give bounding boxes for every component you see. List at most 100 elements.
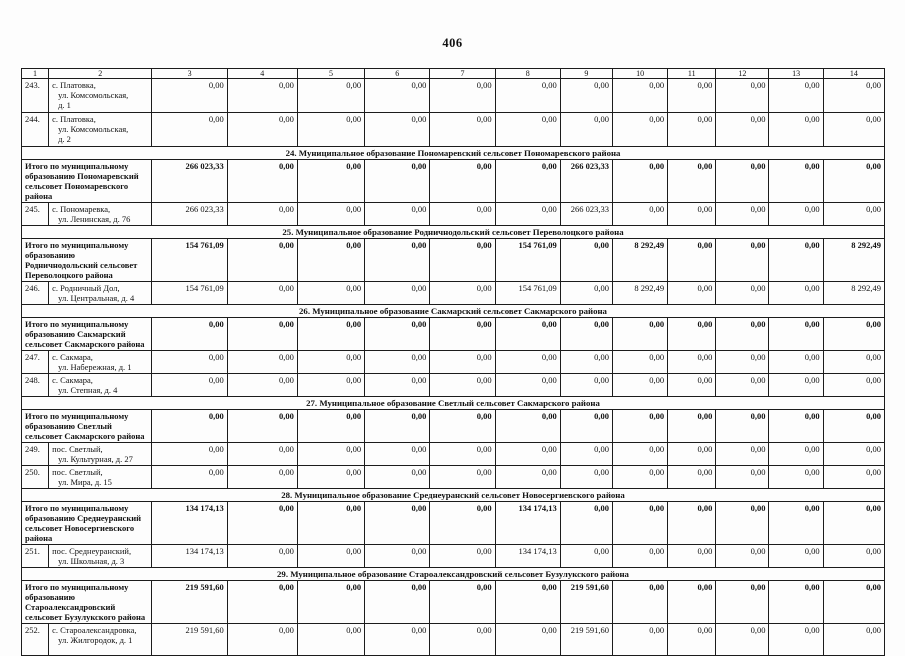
value-cell: 0,00 (429, 317, 496, 351)
table-row: 246. с. Родничный Дол, ул. Центральная, д… (20, 281, 886, 305)
column-header-cell: 9 (559, 68, 613, 79)
value-cell: 0,00 (364, 281, 431, 305)
section-header-row: 25. Муниципальное образование Родничнодо… (21, 225, 885, 239)
column-header-cell: 4 (226, 68, 298, 79)
value-cell: 0,00 (611, 112, 669, 147)
value-cell: 0,00 (151, 409, 228, 443)
value-cell: 0,00 (494, 350, 561, 374)
value-cell: 0,00 (226, 544, 298, 568)
value-cell: 0,00 (611, 202, 669, 226)
table-row: 249. пос. Светлый, ул. Культурная, д. 27 0… (20, 442, 886, 466)
value-cell: 0,00 (226, 112, 298, 147)
column-header-row: 1 2 3 4 5 6 7 8 9 10 11 12 13 14 (20, 68, 886, 79)
table-row: 245. с. Пономаревка, ул. Ленинская, д. 76… (20, 202, 886, 226)
column-header-cell: 13 (768, 68, 824, 79)
value-cell: 0,00 (364, 78, 431, 113)
section-header-row: 27. Муниципальное образование Светлый се… (21, 396, 885, 410)
value-cell: 0,00 (768, 465, 824, 489)
value-cell: 0,00 (494, 112, 561, 147)
total-label: Итого по муниципальному образованию Свет… (20, 409, 153, 443)
value-cell: 0,00 (559, 238, 613, 282)
value-cell: 0,00 (559, 112, 613, 147)
column-header-cell: 10 (611, 68, 669, 79)
value-cell: 0,00 (822, 465, 886, 489)
value-cell: 0,00 (559, 544, 613, 568)
page-number: 406 (442, 36, 463, 50)
value-cell: 0,00 (768, 501, 824, 545)
value-cell: 0,00 (768, 317, 824, 351)
value-cell: 0,00 (429, 112, 496, 147)
value-cell: 0,00 (296, 281, 366, 305)
value-cell: 266 023,33 (151, 159, 228, 203)
value-cell: 0,00 (494, 78, 561, 113)
total-row: Итого по муниципальному образованию Поно… (20, 159, 886, 203)
total-label: Итого по муниципальному образованию Поно… (20, 159, 153, 203)
value-cell: 134 174,13 (494, 544, 561, 568)
value-cell: 0,00 (296, 202, 366, 226)
value-cell: 0,00 (667, 317, 717, 351)
column-header-cell: 3 (151, 68, 228, 79)
value-cell: 0,00 (715, 409, 770, 443)
value-cell: 0,00 (296, 238, 366, 282)
value-cell: 0,00 (611, 580, 669, 624)
value-cell: 0,00 (559, 465, 613, 489)
row-number-cell: 246. (20, 281, 50, 305)
value-cell: 0,00 (822, 78, 886, 113)
value-cell: 0,00 (151, 78, 228, 113)
address-cell: пос. Светлый, ул. Культурная, д. 27 (48, 442, 153, 466)
value-cell: 0,00 (768, 442, 824, 466)
value-cell: 0,00 (296, 317, 366, 351)
section-header-row: 29. Муниципальное образование Староалекс… (21, 567, 885, 581)
value-cell: 0,00 (715, 202, 770, 226)
value-cell: 0,00 (715, 544, 770, 568)
value-cell: 0,00 (559, 281, 613, 305)
value-cell: 0,00 (715, 281, 770, 305)
column-header-cell: 7 (429, 68, 496, 79)
value-cell: 0,00 (768, 373, 824, 397)
value-cell: 0,00 (364, 202, 431, 226)
column-header-cell: 5 (296, 68, 366, 79)
address-cell: с. Родничный Дол, ул. Центральная, д. 4 (48, 281, 153, 305)
address-cell: с. Платовка, ул. Комсомольская, д. 1 (48, 78, 153, 113)
value-cell: 0,00 (715, 501, 770, 545)
value-cell: 0,00 (151, 442, 228, 466)
value-cell: 0,00 (611, 317, 669, 351)
value-cell: 0,00 (667, 544, 717, 568)
row-number-cell: 249. (20, 442, 50, 466)
value-cell: 0,00 (667, 112, 717, 147)
value-cell: 0,00 (226, 159, 298, 203)
value-cell: 0,00 (296, 580, 366, 624)
value-cell: 0,00 (715, 442, 770, 466)
row-number-cell: 250. (20, 465, 50, 489)
value-cell: 0,00 (494, 442, 561, 466)
value-cell: 8 292,49 (822, 238, 886, 282)
value-cell: 0,00 (494, 409, 561, 443)
value-cell: 0,00 (364, 159, 431, 203)
value-cell: 0,00 (364, 501, 431, 545)
row-number-cell: 243. (20, 78, 50, 113)
total-row: Итого по муниципальному образованию Сред… (20, 501, 886, 545)
value-cell: 0,00 (296, 442, 366, 466)
table-row: 243. с. Платовка, ул. Комсомольская, д. 1… (20, 78, 886, 113)
value-cell: 0,00 (822, 112, 886, 147)
value-cell: 0,00 (429, 373, 496, 397)
value-cell: 0,00 (768, 281, 824, 305)
value-cell: 0,00 (768, 580, 824, 624)
value-cell: 0,00 (822, 317, 886, 351)
value-cell: 0,00 (822, 373, 886, 397)
value-cell: 266 023,33 (151, 202, 228, 226)
value-cell: 0,00 (611, 442, 669, 466)
value-cell: 0,00 (768, 159, 824, 203)
column-header-cell: 14 (822, 68, 886, 79)
value-cell: 0,00 (559, 78, 613, 113)
value-cell: 0,00 (715, 78, 770, 113)
value-cell: 0,00 (226, 350, 298, 374)
value-cell: 0,00 (715, 465, 770, 489)
value-cell: 0,00 (226, 442, 298, 466)
value-cell: 0,00 (611, 544, 669, 568)
value-cell: 0,00 (715, 350, 770, 374)
value-cell: 0,00 (429, 442, 496, 466)
value-cell: 0,00 (667, 159, 717, 203)
value-cell: 0,00 (151, 465, 228, 489)
value-cell: 0,00 (226, 317, 298, 351)
